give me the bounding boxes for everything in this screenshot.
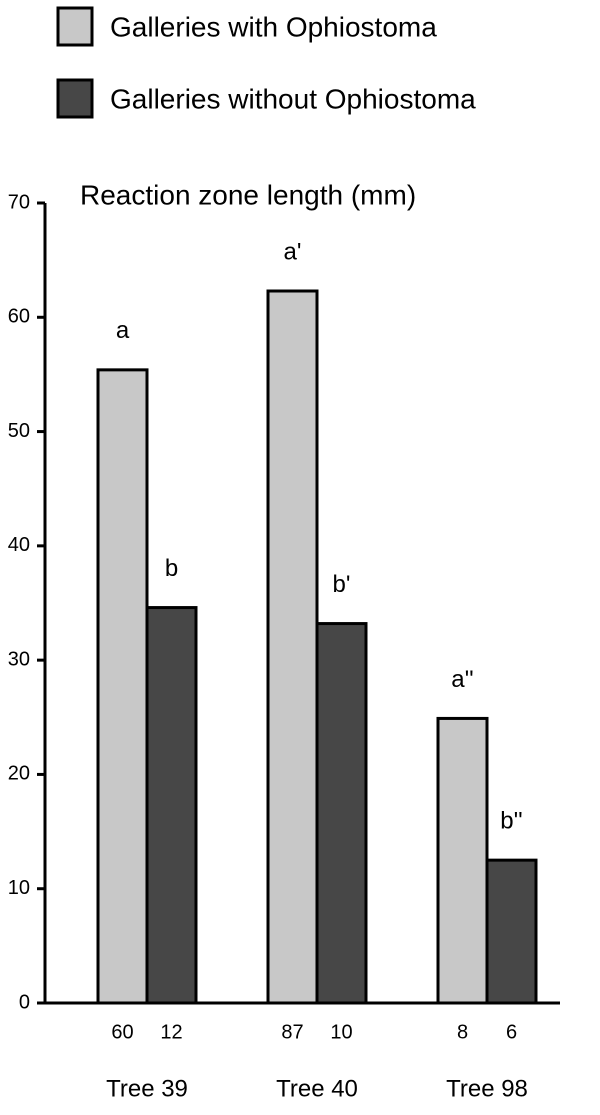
significance-letter: a (116, 317, 130, 344)
significance-letter: b (165, 555, 178, 582)
x-tick-label: Tree 39 (106, 1075, 188, 1102)
bar (145, 606, 198, 1005)
legend-label: Galleries with Ophiostoma (110, 11, 437, 42)
y-axis-label: Reaction zone length (mm) (80, 179, 416, 210)
legend-swatch (56, 78, 94, 119)
x-tick-label: Tree 98 (446, 1075, 528, 1102)
sample-size: 60 (111, 1021, 133, 1043)
bar (266, 289, 319, 1005)
bar (315, 622, 368, 1005)
sample-size: 12 (160, 1021, 182, 1043)
sample-size: 10 (330, 1021, 352, 1043)
significance-letter: b' (333, 571, 351, 598)
y-tick-label: 20 (8, 763, 30, 785)
bar (485, 858, 538, 1005)
bar (436, 716, 489, 1005)
sample-size: 87 (281, 1021, 303, 1043)
y-tick-label: 60 (8, 306, 30, 328)
y-tick-label: 40 (8, 534, 30, 556)
y-tick-label: 10 (8, 877, 30, 899)
sample-size: 6 (506, 1021, 517, 1043)
y-tick-label: 70 (8, 191, 30, 213)
significance-letter: a' (284, 238, 302, 265)
legend-label: Galleries without Ophiostoma (110, 83, 476, 114)
y-tick-label: 30 (8, 648, 30, 670)
bar (96, 368, 149, 1005)
significance-letter: b'' (500, 807, 523, 834)
y-tick-label: 0 (19, 991, 30, 1013)
x-tick-label: Tree 40 (276, 1075, 358, 1102)
sample-size: 8 (457, 1021, 468, 1043)
legend-swatch (56, 6, 94, 47)
y-tick-label: 50 (8, 420, 30, 442)
significance-letter: a'' (451, 666, 474, 693)
